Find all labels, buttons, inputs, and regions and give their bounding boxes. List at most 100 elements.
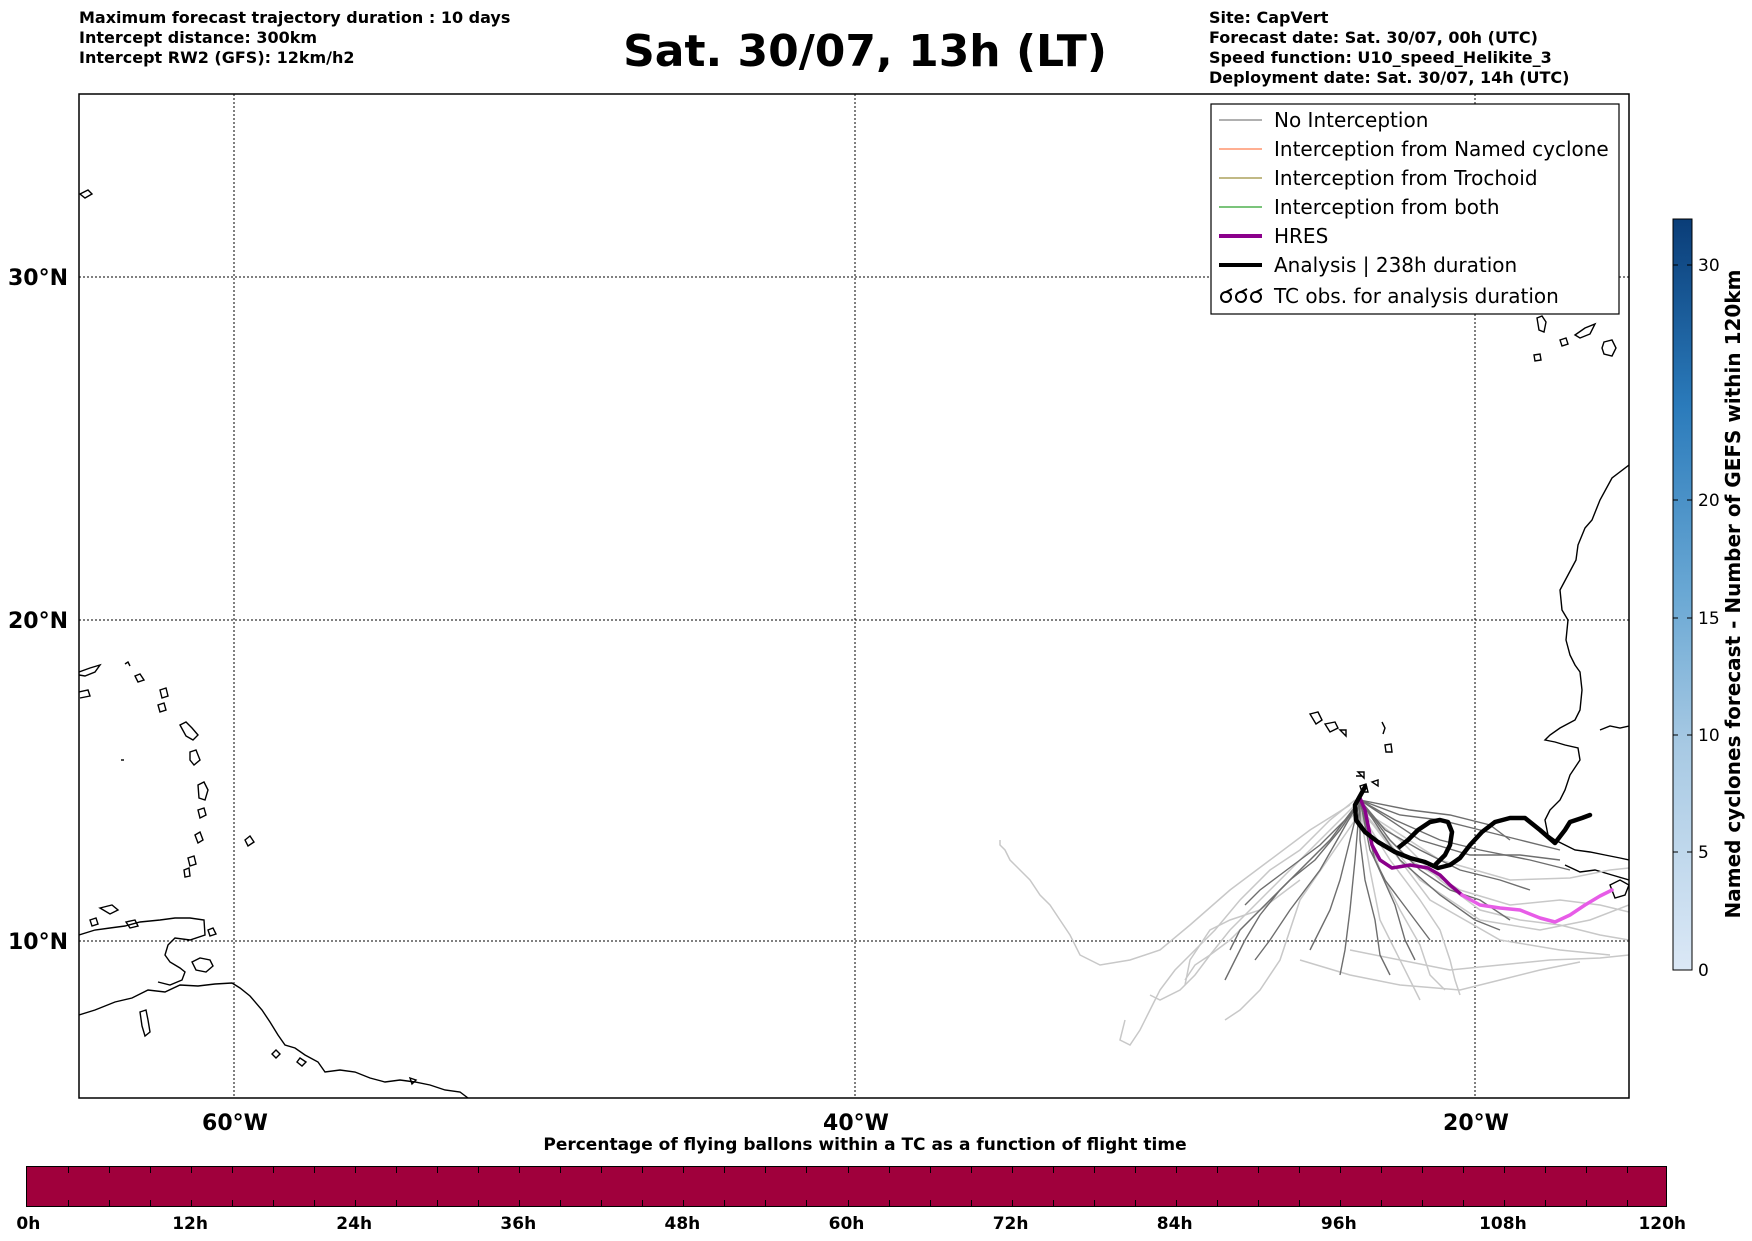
flight-time-minor-tick xyxy=(191,1200,193,1206)
flight-time-minor-tick xyxy=(1134,1167,1136,1173)
flight-time-minor-tick xyxy=(683,1167,685,1173)
flight-time-minor-tick xyxy=(929,1200,931,1206)
flight-time-minor-tick xyxy=(314,1167,316,1173)
flight-time-minor-tick xyxy=(1380,1167,1382,1173)
flight-time-minor-tick xyxy=(1544,1167,1546,1173)
flight-time-minor-tick xyxy=(1339,1167,1341,1173)
flight-time-minor-tick xyxy=(437,1167,439,1173)
flight-time-minor-tick xyxy=(806,1167,808,1173)
flight-time-minor-tick xyxy=(273,1200,275,1206)
legend-item-trochoid: Interception from Trochoid xyxy=(1274,166,1538,190)
flight-time-minor-tick xyxy=(314,1200,316,1206)
page-title: Sat. 30/07, 13h (LT) xyxy=(623,26,1107,77)
flight-time-minor-tick xyxy=(150,1167,152,1173)
flight-time-minor-tick xyxy=(1462,1167,1464,1173)
colorbar-tick: 5 xyxy=(1698,843,1709,863)
lon-label-20w: 20°W xyxy=(1443,1111,1509,1136)
named-cyclones-colorbar: 0 5 10 15 20 30 Named cyclones forecast … xyxy=(1672,218,1745,981)
flight-time-minor-tick xyxy=(1175,1200,1177,1206)
flight-time-minor-tick xyxy=(478,1200,480,1206)
flight-time-minor-tick xyxy=(396,1167,398,1173)
flight-time-tick-label: 96h xyxy=(1320,1214,1357,1234)
header-left-info: Maximum forecast trajectory duration : 1… xyxy=(79,8,510,68)
flight-time-minor-tick xyxy=(1380,1200,1382,1206)
flight-time-minor-tick xyxy=(1421,1167,1423,1173)
colorbar-tick: 20 xyxy=(1698,491,1720,511)
flight-time-tick-label: 72h xyxy=(992,1214,1029,1234)
flight-time-minor-tick xyxy=(724,1200,726,1206)
flight-time-minor-tick xyxy=(150,1200,152,1206)
colorbar-tick: 10 xyxy=(1698,726,1720,746)
flight-time-minor-tick xyxy=(1011,1200,1013,1206)
analysis-trajectory xyxy=(1352,784,1593,871)
flight-time-minor-tick xyxy=(1298,1167,1300,1173)
legend-item-named-cyclone: Interception from Named cyclone xyxy=(1274,137,1609,161)
flight-time-minor-tick xyxy=(232,1167,234,1173)
map-area xyxy=(79,94,1629,1098)
header-left-line: Intercept RW2 (GFS): 12km/h2 xyxy=(79,48,355,67)
flight-time-minor-tick xyxy=(1093,1167,1095,1173)
legend-item-both: Interception from both xyxy=(1274,195,1500,219)
legend: No Interception Interception from Named … xyxy=(1210,103,1620,315)
flight-time-minor-tick xyxy=(601,1167,603,1173)
flight-time-minor-tick xyxy=(970,1167,972,1173)
flight-time-minor-tick xyxy=(806,1200,808,1206)
flight-time-tick-label: 60h xyxy=(828,1214,865,1234)
flight-time-minor-tick xyxy=(683,1200,685,1206)
flight-time-minor-tick xyxy=(1216,1200,1218,1206)
lat-label-30n: 30°N xyxy=(8,266,68,291)
flight-time-minor-tick xyxy=(273,1167,275,1173)
flight-time-minor-tick xyxy=(765,1200,767,1206)
flight-time-minor-tick xyxy=(642,1200,644,1206)
colorbar-label: Named cyclones forecast - Number of GEFS… xyxy=(1721,270,1745,919)
flight-time-minor-tick xyxy=(232,1200,234,1206)
flight-time-tick-label: 24h xyxy=(336,1214,373,1234)
lat-label-10n: 10°N xyxy=(8,930,68,955)
hres-trajectory xyxy=(1358,796,1614,924)
flight-time-minor-tick xyxy=(68,1167,70,1173)
flight-time-tick-label: 36h xyxy=(500,1214,537,1234)
colorbar-tick: 0 xyxy=(1698,961,1709,981)
header-right-info: Site: CapVert Forecast date: Sat. 30/07,… xyxy=(1209,8,1569,88)
flight-time-minor-tick xyxy=(1093,1200,1095,1206)
analysis-loop xyxy=(1396,817,1455,867)
flight-time-minor-tick xyxy=(929,1167,931,1173)
flight-time-minor-tick xyxy=(478,1167,480,1173)
flight-time-minor-tick xyxy=(396,1200,398,1206)
flight-time-minor-tick xyxy=(519,1200,521,1206)
flight-time-minor-tick xyxy=(1257,1200,1259,1206)
header-right-line: Site: CapVert xyxy=(1209,8,1329,27)
header-right-line: Speed function: U10_speed_Helikite_3 xyxy=(1209,48,1552,67)
flight-time-minor-tick xyxy=(1257,1167,1259,1173)
flight-time-minor-tick xyxy=(1503,1200,1505,1206)
legend-item-no-interception: No Interception xyxy=(1274,108,1428,132)
flight-time-minor-tick xyxy=(1626,1167,1628,1173)
colorbar-tick: 15 xyxy=(1698,609,1720,629)
flight-time-minor-tick xyxy=(519,1167,521,1173)
lon-label-60w: 60°W xyxy=(202,1111,268,1136)
flight-time-minor-tick xyxy=(1585,1167,1587,1173)
flight-time-tick-label: 48h xyxy=(664,1214,701,1234)
flight-time-minor-tick xyxy=(68,1200,70,1206)
flight-time-minor-tick xyxy=(109,1200,111,1206)
flight-time-colorbar xyxy=(26,1166,1667,1207)
flight-time-minor-tick xyxy=(1052,1167,1054,1173)
flight-time-tick-label: 0h xyxy=(16,1214,41,1234)
flight-time-minor-tick xyxy=(1134,1200,1136,1206)
flight-time-minor-tick xyxy=(355,1200,357,1206)
flight-time-minor-tick xyxy=(1544,1200,1546,1206)
flight-time-tick-label: 120h xyxy=(1638,1214,1687,1234)
flight-time-minor-tick xyxy=(560,1200,562,1206)
flight-time-minor-tick xyxy=(642,1167,644,1173)
header-left-line: Maximum forecast trajectory duration : 1… xyxy=(79,8,511,27)
lat-label-20n: 20°N xyxy=(8,609,68,634)
map-frame xyxy=(78,93,1630,1099)
flight-time-minor-tick xyxy=(724,1167,726,1173)
legend-item-hres: HRES xyxy=(1274,224,1328,248)
flight-time-minor-tick xyxy=(847,1200,849,1206)
coastlines xyxy=(79,189,1629,1098)
gridlines xyxy=(79,94,1629,1098)
flight-time-minor-tick xyxy=(1052,1200,1054,1206)
flight-time-minor-tick xyxy=(1216,1167,1218,1173)
